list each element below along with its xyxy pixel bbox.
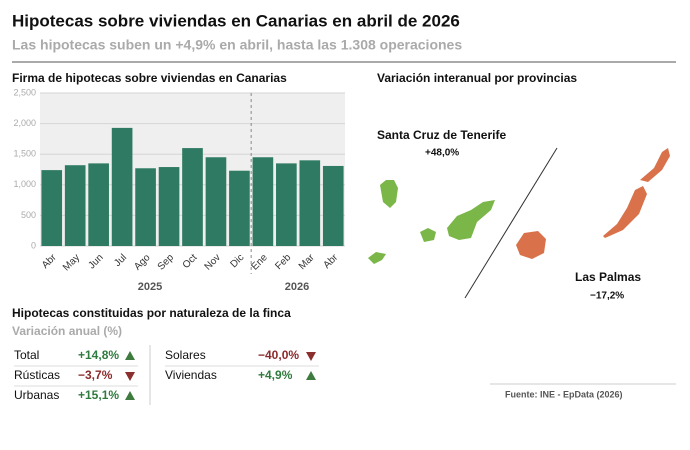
bar — [135, 168, 156, 246]
arrow-up — [125, 351, 135, 360]
x-tick-label: Dic — [228, 252, 246, 270]
bar — [252, 157, 274, 246]
province-name: Las Palmas — [575, 270, 641, 284]
bar — [64, 165, 86, 246]
bar — [88, 163, 109, 246]
x-tick-label: May — [61, 252, 82, 273]
x-tick-label: Ago — [132, 252, 153, 273]
row-value: +14,8% — [78, 348, 119, 362]
x-tick-label: Ene — [250, 252, 271, 273]
year-label: 2025 — [138, 281, 162, 293]
chart-title: Firma de hipotecas sobre viviendas en Ca… — [12, 71, 287, 85]
map-title: Variación interanual por provincias — [377, 71, 577, 85]
row-value: −40,0% — [258, 348, 299, 362]
island — [640, 148, 670, 182]
province-change: +48,0% — [425, 148, 459, 159]
source: Fuente: INE - EpData (2026) — [505, 389, 623, 399]
subtitle: Las hipotecas suben un +4,9% en abril, h… — [12, 37, 462, 53]
y-tick-label: 0 — [31, 240, 36, 250]
x-tick-label: Mar — [297, 252, 317, 272]
island — [420, 228, 436, 242]
y-tick-label: 500 — [21, 210, 36, 220]
island — [447, 200, 495, 240]
bar — [182, 148, 203, 246]
row-label: Total — [14, 348, 39, 362]
island — [368, 252, 386, 264]
bar — [276, 163, 297, 246]
table-title: Hipotecas constituidas por naturaleza de… — [12, 306, 291, 320]
bar — [322, 165, 344, 246]
bar — [41, 170, 63, 246]
bar — [205, 157, 227, 246]
row-label: Urbanas — [14, 388, 59, 402]
x-tick-label: Jul — [112, 252, 129, 269]
island — [603, 186, 647, 238]
row-label: Solares — [165, 348, 206, 362]
map — [368, 147, 670, 299]
table: Total +14,8% Rústicas −3,7% Urbanas +15,1% Sol… — [14, 348, 319, 402]
y-tick-label: 2,000 — [13, 118, 36, 128]
x-tick-label: Jun — [86, 252, 105, 271]
year-label: 2026 — [285, 281, 309, 293]
row-label: Rústicas — [14, 368, 60, 382]
x-tick-label: Abr — [321, 252, 340, 271]
bar — [158, 167, 180, 246]
bar — [111, 127, 133, 246]
row-value: −3,7% — [78, 368, 113, 382]
row-value: +4,9% — [258, 368, 293, 382]
x-tick-label: Feb — [273, 252, 293, 272]
island — [516, 231, 546, 259]
island — [380, 180, 398, 208]
x-tick-label: Sep — [156, 252, 177, 273]
y-tick-label: 1,000 — [13, 179, 36, 189]
province-change: −17,2% — [590, 291, 624, 302]
arrow-up — [125, 391, 135, 400]
y-tick-label: 2,500 — [13, 87, 36, 97]
y-tick-label: 1,500 — [13, 149, 36, 159]
bar — [299, 160, 321, 246]
arrow-down — [306, 352, 316, 361]
row-value: +15,1% — [78, 388, 119, 402]
arrow-down — [125, 372, 135, 381]
row-label: Viviendas — [165, 368, 217, 382]
x-tick-label: Abr — [40, 252, 59, 271]
arrow-up — [306, 371, 316, 380]
province-name: Santa Cruz de Tenerife — [377, 128, 506, 142]
bar — [229, 170, 250, 246]
table-subtitle: Variación anual (%) — [12, 324, 122, 338]
province-divider — [464, 147, 558, 299]
x-tick-label: Nov — [203, 252, 223, 272]
title: Hipotecas sobre viviendas en Canarias en… — [12, 11, 460, 30]
x-tick-label: Oct — [181, 252, 200, 271]
